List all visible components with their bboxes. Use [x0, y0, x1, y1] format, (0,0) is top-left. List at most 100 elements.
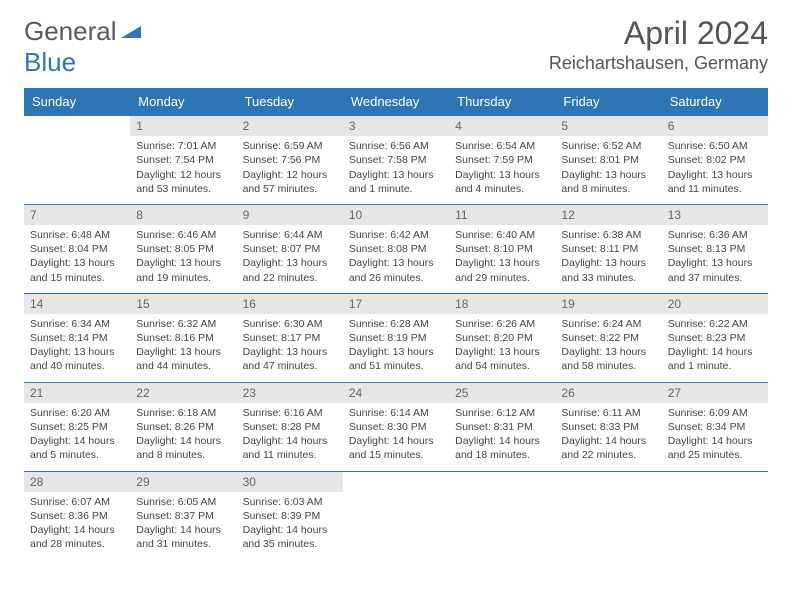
calendar-body: 1Sunrise: 7:01 AMSunset: 7:54 PMDaylight… — [24, 116, 768, 560]
calendar-day-cell: 12Sunrise: 6:38 AMSunset: 8:11 PMDayligh… — [555, 204, 661, 293]
day-number: 27 — [662, 383, 768, 403]
day-details: Sunrise: 6:42 AMSunset: 8:08 PMDaylight:… — [349, 228, 443, 285]
day-number: 7 — [24, 205, 130, 225]
day-details: Sunrise: 6:44 AMSunset: 8:07 PMDaylight:… — [243, 228, 337, 285]
calendar-day-cell: 26Sunrise: 6:11 AMSunset: 8:33 PMDayligh… — [555, 382, 661, 471]
day-details: Sunrise: 6:28 AMSunset: 8:19 PMDaylight:… — [349, 317, 443, 374]
calendar-day-cell: 8Sunrise: 6:46 AMSunset: 8:05 PMDaylight… — [130, 204, 236, 293]
calendar-day-cell: 18 Sunrise: 6:26 AMSunset: 8:20 PMDayligh… — [449, 293, 555, 382]
calendar-day-cell: 25 Sunrise: 6:12 AMSunset: 8:31 PMDayligh… — [449, 382, 555, 471]
calendar-day-cell: 3 Sunrise: 6:56 AMSunset: 7:58 PMDaylight… — [343, 116, 449, 205]
day-number: 10 — [343, 205, 449, 225]
calendar-day-cell: 15 Sunrise: 6:32 AMSunset: 8:16 PMDayligh… — [130, 293, 236, 382]
day-details: Sunrise: 6:24 AMSunset: 8:22 PMDaylight:… — [561, 317, 655, 374]
day-header-row: SundayMondayTuesdayWednesdayThursdayFrid… — [24, 88, 768, 116]
day-details: Sunrise: 6:26 AMSunset: 8:20 PMDaylight:… — [455, 317, 549, 374]
logo-triangle-icon — [119, 16, 143, 34]
day-header: Monday — [130, 88, 236, 116]
day-details: Sunrise: 6:07 AMSunset: 8:36 PMDaylight:… — [30, 495, 124, 552]
day-number: 9 — [237, 205, 343, 225]
day-details: Sunrise: 6:32 AMSunset: 8:16 PMDaylight:… — [136, 317, 230, 374]
calendar-day-cell: 22 Sunrise: 6:18 AMSunset: 8:26 PMDayligh… — [130, 382, 236, 471]
day-details: Sunrise: 6:22 AMSunset: 8:23 PMDaylight:… — [668, 317, 762, 374]
day-details: Sunrise: 6:56 AMSunset: 7:58 PMDaylight:… — [349, 139, 443, 196]
day-details: Sunrise: 6:14 AMSunset: 8:30 PMDaylight:… — [349, 406, 443, 463]
day-number: 22 — [130, 383, 236, 403]
calendar-day-cell: 7 Sunrise: 6:48 AMSunset: 8:04 PMDaylight… — [24, 204, 130, 293]
day-number: 30 — [237, 472, 343, 492]
calendar-day-cell: 29 Sunrise: 6:05 AMSunset: 8:37 PMDayligh… — [130, 471, 236, 559]
calendar-day-cell: 6 Sunrise: 6:50 AMSunset: 8:02 PMDaylight… — [662, 116, 768, 205]
calendar-day-cell: 13 Sunrise: 6:36 AMSunset: 8:13 PMDayligh… — [662, 204, 768, 293]
calendar-day-cell: 5Sunrise: 6:52 AMSunset: 8:01 PMDaylight… — [555, 116, 661, 205]
calendar-day-cell — [555, 471, 661, 559]
calendar-day-cell: 20 Sunrise: 6:22 AMSunset: 8:23 PMDayligh… — [662, 293, 768, 382]
calendar-day-cell: 9 Sunrise: 6:44 AMSunset: 8:07 PMDaylight… — [237, 204, 343, 293]
page-header: GeneralBlue April 2024 Reichartshausen, … — [24, 16, 768, 78]
day-number: 1 — [130, 116, 236, 136]
day-details: Sunrise: 6:12 AMSunset: 8:31 PMDaylight:… — [455, 406, 549, 463]
calendar-day-cell — [343, 471, 449, 559]
month-title: April 2024 — [549, 16, 768, 51]
day-number: 17 — [343, 294, 449, 314]
calendar-day-cell: 28 Sunrise: 6:07 AMSunset: 8:36 PMDayligh… — [24, 471, 130, 559]
day-number: 20 — [662, 294, 768, 314]
day-number: 23 — [237, 383, 343, 403]
day-details: Sunrise: 6:05 AMSunset: 8:37 PMDaylight:… — [136, 495, 230, 552]
day-number: 2 — [237, 116, 343, 136]
day-number: 18 — [449, 294, 555, 314]
calendar-day-cell: 19Sunrise: 6:24 AMSunset: 8:22 PMDayligh… — [555, 293, 661, 382]
day-number: 29 — [130, 472, 236, 492]
day-details: Sunrise: 6:52 AMSunset: 8:01 PMDaylight:… — [561, 139, 655, 196]
calendar-day-cell: 27 Sunrise: 6:09 AMSunset: 8:34 PMDayligh… — [662, 382, 768, 471]
calendar-day-cell: 17 Sunrise: 6:28 AMSunset: 8:19 PMDayligh… — [343, 293, 449, 382]
calendar-week-row: 1Sunrise: 7:01 AMSunset: 7:54 PMDaylight… — [24, 116, 768, 205]
calendar-day-cell: 21Sunrise: 6:20 AMSunset: 8:25 PMDayligh… — [24, 382, 130, 471]
day-number: 28 — [24, 472, 130, 492]
calendar-day-cell — [24, 116, 130, 205]
calendar-day-cell: 23 Sunrise: 6:16 AMSunset: 8:28 PMDayligh… — [237, 382, 343, 471]
day-details: Sunrise: 6:03 AMSunset: 8:39 PMDaylight:… — [243, 495, 337, 552]
day-details: Sunrise: 6:09 AMSunset: 8:34 PMDaylight:… — [668, 406, 762, 463]
day-details: Sunrise: 6:16 AMSunset: 8:28 PMDaylight:… — [243, 406, 337, 463]
day-header: Tuesday — [237, 88, 343, 116]
day-details: Sunrise: 6:40 AMSunset: 8:10 PMDaylight:… — [455, 228, 549, 285]
day-number: 3 — [343, 116, 449, 136]
day-number: 11 — [449, 205, 555, 225]
day-details: Sunrise: 6:36 AMSunset: 8:13 PMDaylight:… — [668, 228, 762, 285]
calendar-day-cell: 24 Sunrise: 6:14 AMSunset: 8:30 PMDayligh… — [343, 382, 449, 471]
day-number: 6 — [662, 116, 768, 136]
day-details: Sunrise: 6:34 AMSunset: 8:14 PMDaylight:… — [30, 317, 124, 374]
day-number: 26 — [555, 383, 661, 403]
brand-part2: Blue — [24, 47, 76, 77]
day-number: 24 — [343, 383, 449, 403]
day-details: Sunrise: 6:18 AMSunset: 8:26 PMDaylight:… — [136, 406, 230, 463]
day-number: 13 — [662, 205, 768, 225]
calendar-week-row: 21Sunrise: 6:20 AMSunset: 8:25 PMDayligh… — [24, 382, 768, 471]
day-header: Thursday — [449, 88, 555, 116]
day-details: Sunrise: 6:48 AMSunset: 8:04 PMDaylight:… — [30, 228, 124, 285]
calendar-day-cell: 16Sunrise: 6:30 AMSunset: 8:17 PMDayligh… — [237, 293, 343, 382]
day-number: 4 — [449, 116, 555, 136]
day-number: 16 — [237, 294, 343, 314]
day-number: 14 — [24, 294, 130, 314]
day-details: Sunrise: 6:46 AMSunset: 8:05 PMDaylight:… — [136, 228, 230, 285]
calendar-week-row: 28 Sunrise: 6:07 AMSunset: 8:36 PMDayligh… — [24, 471, 768, 559]
calendar-day-cell: 1Sunrise: 7:01 AMSunset: 7:54 PMDaylight… — [130, 116, 236, 205]
location-label: Reichartshausen, Germany — [549, 53, 768, 74]
calendar-week-row: 14 Sunrise: 6:34 AMSunset: 8:14 PMDayligh… — [24, 293, 768, 382]
calendar-day-cell: 10 Sunrise: 6:42 AMSunset: 8:08 PMDayligh… — [343, 204, 449, 293]
calendar-day-cell: 14 Sunrise: 6:34 AMSunset: 8:14 PMDayligh… — [24, 293, 130, 382]
calendar-day-cell — [662, 471, 768, 559]
day-details: Sunrise: 6:59 AMSunset: 7:56 PMDaylight:… — [243, 139, 337, 196]
calendar-week-row: 7 Sunrise: 6:48 AMSunset: 8:04 PMDaylight… — [24, 204, 768, 293]
day-details: Sunrise: 6:50 AMSunset: 8:02 PMDaylight:… — [668, 139, 762, 196]
day-number: 25 — [449, 383, 555, 403]
day-number: 15 — [130, 294, 236, 314]
brand-part1: General — [24, 16, 117, 46]
calendar-day-cell: 4 Sunrise: 6:54 AMSunset: 7:59 PMDaylight… — [449, 116, 555, 205]
calendar-day-cell: 30 Sunrise: 6:03 AMSunset: 8:39 PMDayligh… — [237, 471, 343, 559]
day-header: Wednesday — [343, 88, 449, 116]
day-details: Sunrise: 6:54 AMSunset: 7:59 PMDaylight:… — [455, 139, 549, 196]
day-number: 21 — [24, 383, 130, 403]
